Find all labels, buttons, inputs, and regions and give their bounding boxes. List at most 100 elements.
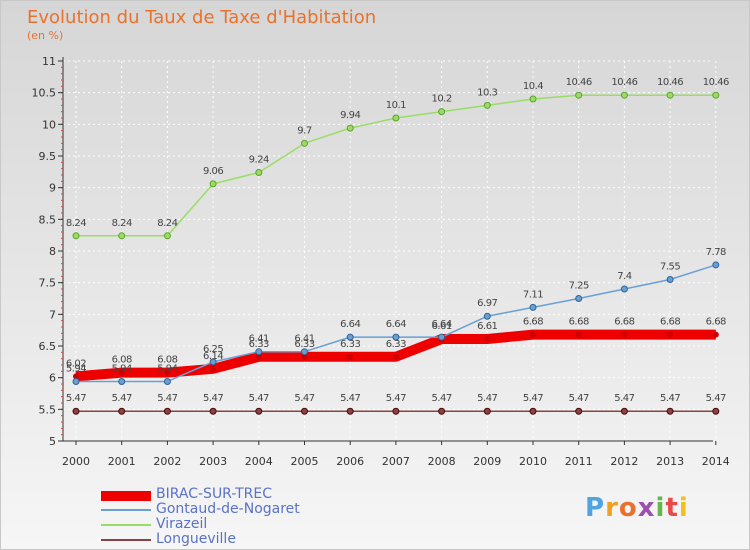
data-point — [530, 331, 536, 338]
data-label: 8.24 — [66, 218, 86, 229]
data-label: 6.02 — [66, 358, 86, 369]
data-label: 9.94 — [340, 110, 360, 121]
data-label: 5.47 — [660, 393, 680, 404]
y-tick-label: 6.5 — [39, 340, 57, 353]
data-label: 6.14 — [203, 351, 223, 362]
y-tick-label: 11 — [42, 55, 56, 68]
data-point — [118, 407, 126, 415]
x-tick-label: 2012 — [610, 455, 638, 468]
y-tick-label: 9.5 — [39, 150, 57, 163]
data-label: 10.2 — [431, 94, 451, 105]
data-label: 6.33 — [294, 339, 314, 350]
data-label: 6.25 — [203, 344, 223, 355]
chart-title: Evolution du Taux de Taxe d'Habitation — [27, 7, 377, 28]
data-point — [666, 407, 674, 415]
data-label: 5.47 — [112, 393, 132, 404]
data-point — [575, 91, 583, 99]
legend-label-gontaud: Gontaud-de-Nogaret — [156, 501, 300, 517]
y-tick-label: 10 — [42, 118, 56, 131]
data-point — [483, 407, 491, 415]
data-point — [575, 407, 583, 415]
y-tick-label: 8.5 — [39, 213, 57, 226]
data-label: 6.64 — [386, 319, 406, 330]
logo-letter: x — [637, 493, 656, 523]
data-point — [483, 312, 491, 320]
legend-swatch-virazeil — [101, 524, 151, 526]
data-label: 9.7 — [297, 125, 312, 136]
data-label: 7.4 — [617, 271, 632, 282]
data-point — [712, 261, 720, 269]
data-label: 6.61 — [477, 321, 497, 332]
data-label: 6.97 — [477, 298, 497, 309]
data-label: 8.24 — [157, 218, 177, 229]
data-point — [209, 358, 217, 366]
data-point — [209, 407, 217, 415]
data-label: 5.47 — [249, 393, 269, 404]
data-point — [529, 95, 537, 103]
data-label: 5.47 — [614, 393, 634, 404]
data-label: 6.68 — [660, 317, 680, 328]
data-label: 5.47 — [386, 393, 406, 404]
data-point — [118, 377, 126, 385]
logo-letter: i — [678, 493, 689, 523]
data-label: 8.24 — [112, 218, 132, 229]
data-label: 5.47 — [523, 393, 543, 404]
data-label: 7.78 — [706, 247, 726, 258]
data-point — [712, 331, 719, 338]
x-tick-label: 2005 — [291, 455, 319, 468]
x-tick-label: 2006 — [336, 455, 364, 468]
x-tick-label: 2007 — [382, 455, 410, 468]
data-point — [712, 91, 720, 99]
data-point — [575, 295, 583, 302]
data-label: 5.94 — [157, 363, 177, 374]
data-point — [620, 407, 628, 415]
data-point — [346, 333, 354, 341]
data-label: 5.47 — [706, 393, 726, 404]
data-point — [255, 407, 263, 415]
data-label: 10.46 — [703, 77, 729, 88]
x-tick-label: 2014 — [702, 455, 730, 468]
data-label: 5.94 — [112, 363, 132, 374]
data-point — [621, 331, 628, 338]
data-point — [484, 336, 491, 343]
y-tick-label: 10.5 — [32, 87, 57, 100]
y-tick-label: 9 — [49, 182, 56, 195]
data-point — [392, 333, 400, 341]
data-point — [392, 114, 400, 122]
data-point — [301, 348, 308, 356]
data-label: 6.41 — [294, 334, 314, 345]
data-point — [163, 377, 171, 385]
data-label: 7.55 — [660, 262, 680, 273]
data-point — [73, 373, 79, 380]
legend-swatch-gontaud — [101, 509, 151, 511]
data-point — [529, 407, 537, 415]
data-label: 6.33 — [340, 339, 360, 350]
data-point — [255, 348, 263, 356]
logo-letter: i — [655, 493, 666, 523]
data-label: 5.47 — [66, 393, 86, 404]
x-tick-label: 2009 — [473, 455, 501, 468]
data-label: 10.4 — [523, 81, 543, 92]
legend-label-virazeil: Virazeil — [156, 516, 208, 532]
logo-letter: P — [585, 493, 606, 523]
data-label: 6.64 — [340, 319, 360, 330]
data-label: 6.68 — [614, 317, 634, 328]
data-point — [575, 331, 582, 338]
x-tick-label: 2000 — [62, 455, 90, 468]
data-point — [346, 124, 354, 132]
legend-swatch-longueville — [101, 539, 151, 541]
data-point — [118, 369, 125, 376]
logo-letter: r — [605, 493, 619, 523]
data-label: 5.47 — [569, 393, 589, 404]
data-point — [712, 407, 720, 415]
data-label: 10.46 — [657, 77, 683, 88]
y-tick-label: 6 — [49, 372, 56, 385]
data-label: 10.46 — [566, 77, 592, 88]
y-tick-label: 5 — [49, 435, 56, 448]
data-label: 6.68 — [706, 317, 726, 328]
data-label: 5.47 — [477, 393, 497, 404]
x-tick-label: 2010 — [519, 455, 547, 468]
data-point — [255, 168, 263, 176]
data-point — [118, 232, 126, 240]
data-label: 9.24 — [249, 154, 269, 165]
